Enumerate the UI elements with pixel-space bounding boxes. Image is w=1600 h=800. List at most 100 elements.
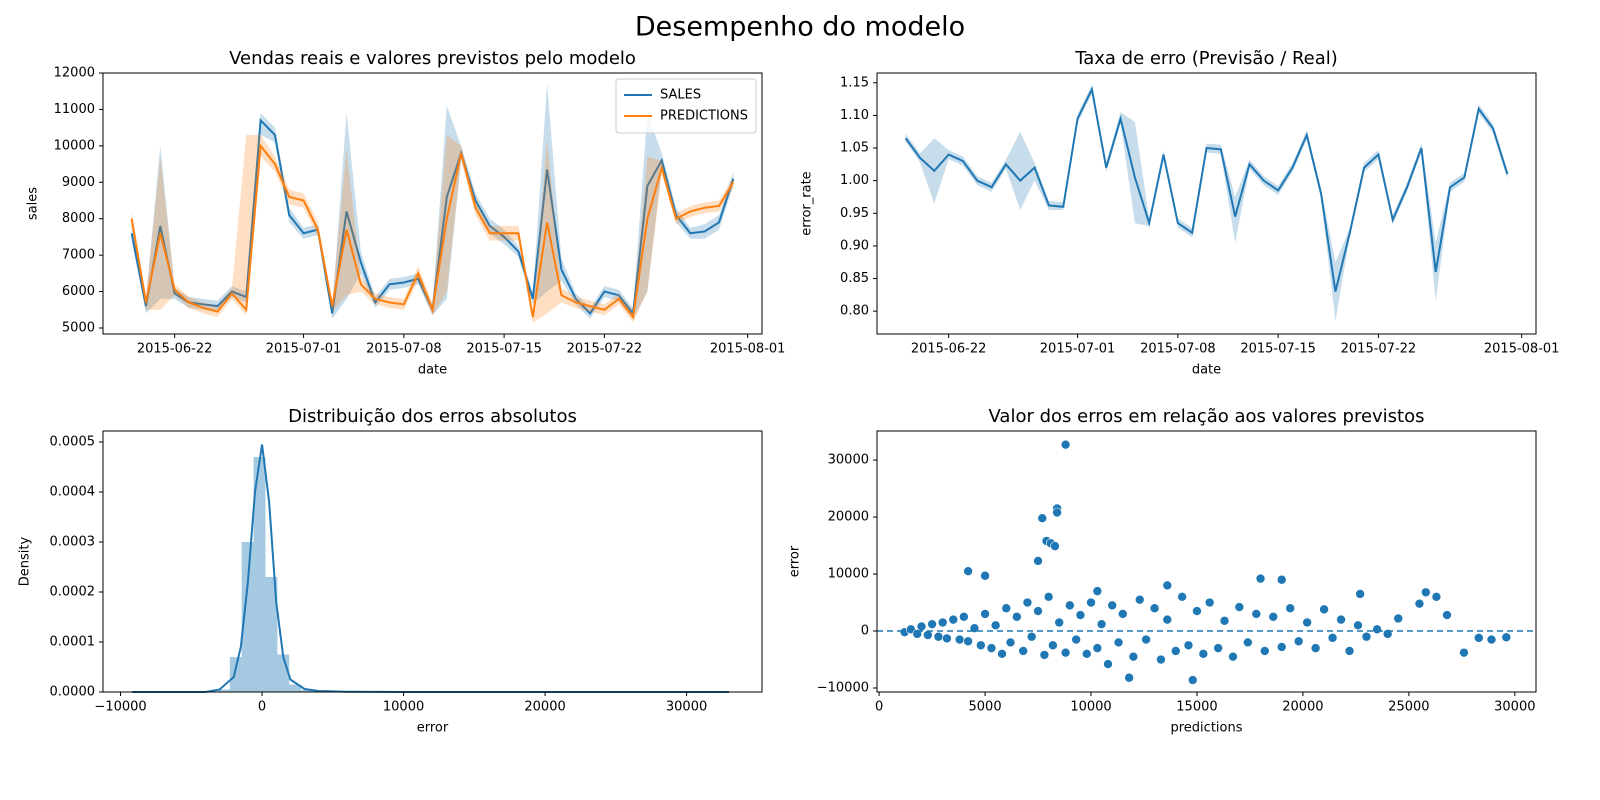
bar bbox=[277, 654, 290, 692]
point bbox=[1198, 649, 1209, 659]
plot-area bbox=[130, 83, 735, 323]
y-tick-label: 0.95 bbox=[840, 206, 869, 221]
confidence-band bbox=[131, 134, 734, 323]
point bbox=[980, 609, 990, 619]
point bbox=[1293, 636, 1304, 647]
y-tick-label: 5000 bbox=[62, 320, 95, 335]
y-tick-label: −10000 bbox=[817, 681, 869, 696]
point bbox=[1251, 609, 1262, 619]
point bbox=[1393, 613, 1404, 624]
y-tick-label: 0.0004 bbox=[50, 485, 96, 500]
x-tick-label: 0 bbox=[258, 700, 266, 715]
plot-area bbox=[877, 439, 1536, 685]
point bbox=[1012, 611, 1022, 622]
y-tick-label: 12000 bbox=[54, 66, 95, 81]
y-axis-label: error_rate bbox=[800, 171, 815, 235]
point bbox=[1001, 603, 1012, 614]
x-tick-label: 25000 bbox=[1388, 700, 1429, 715]
point bbox=[997, 649, 1007, 659]
point bbox=[1054, 617, 1065, 628]
x-tick-label: 0 bbox=[875, 700, 883, 715]
point bbox=[933, 631, 944, 642]
point bbox=[1259, 646, 1270, 656]
line bbox=[130, 143, 735, 320]
point bbox=[1048, 640, 1058, 651]
point bbox=[1037, 513, 1048, 523]
x-tick-label: 2015-07-08 bbox=[1140, 342, 1216, 357]
line bbox=[904, 86, 1509, 292]
point bbox=[1033, 606, 1043, 616]
y-tick-label: 0.80 bbox=[840, 304, 869, 319]
x-tick-label: 2015-08-01 bbox=[710, 342, 786, 357]
point bbox=[990, 620, 1001, 631]
y-tick-label: 10000 bbox=[54, 138, 95, 153]
point bbox=[1092, 643, 1103, 653]
y-tick-label: 11000 bbox=[54, 102, 95, 117]
point bbox=[1473, 633, 1484, 643]
density-curve bbox=[131, 444, 730, 693]
legend bbox=[615, 78, 757, 134]
point bbox=[1162, 614, 1173, 625]
x-tick-label: 2015-07-15 bbox=[1240, 342, 1316, 357]
x-tick-label: 15000 bbox=[1176, 700, 1217, 715]
point bbox=[1213, 643, 1223, 653]
x-tick-label: 2015-07-15 bbox=[466, 342, 542, 357]
point bbox=[1486, 634, 1497, 645]
point bbox=[1071, 634, 1081, 645]
point bbox=[1039, 650, 1050, 660]
point bbox=[1459, 647, 1469, 658]
point bbox=[1170, 646, 1181, 656]
point bbox=[1319, 604, 1329, 615]
x-tick-label: 10000 bbox=[383, 700, 424, 715]
x-tick-label: 2015-08-01 bbox=[1484, 342, 1560, 357]
x-tick-label: 30000 bbox=[666, 700, 707, 715]
y-tick-label: 0.0003 bbox=[50, 535, 96, 550]
bar bbox=[241, 542, 254, 692]
point bbox=[1255, 573, 1266, 584]
x-tick-label: 2015-07-01 bbox=[266, 342, 342, 357]
x-axis-label: date bbox=[418, 363, 447, 378]
point bbox=[1081, 649, 1092, 659]
point bbox=[1344, 646, 1355, 656]
point bbox=[916, 621, 927, 632]
figure-title: Desempenho do modelo bbox=[635, 12, 965, 43]
axes-title: Vendas reais e valores previstos pelo mo… bbox=[229, 48, 636, 69]
point bbox=[927, 619, 937, 629]
bar bbox=[289, 684, 302, 692]
point bbox=[1276, 574, 1287, 585]
y-tick-label: 1.15 bbox=[840, 75, 869, 90]
point bbox=[1414, 598, 1425, 609]
y-tick-label: 0.0001 bbox=[50, 635, 96, 650]
point bbox=[942, 633, 952, 644]
point bbox=[1372, 624, 1382, 635]
point bbox=[1052, 507, 1062, 518]
x-tick-label: 20000 bbox=[524, 700, 565, 715]
bar bbox=[217, 689, 230, 692]
x-tick-label: 2015-07-22 bbox=[567, 342, 643, 357]
plot-area bbox=[904, 84, 1509, 321]
x-tick-label: 2015-06-22 bbox=[911, 342, 987, 357]
point bbox=[1043, 592, 1054, 602]
point bbox=[1018, 646, 1029, 656]
point bbox=[1268, 611, 1279, 622]
y-tick-label: 20000 bbox=[828, 510, 869, 525]
point bbox=[1050, 541, 1060, 551]
point bbox=[1501, 632, 1512, 643]
point bbox=[937, 617, 948, 628]
point bbox=[923, 630, 933, 640]
point bbox=[963, 566, 973, 576]
point bbox=[1285, 603, 1295, 614]
x-axis-label: date bbox=[1192, 363, 1221, 378]
y-tick-label: 6000 bbox=[62, 284, 95, 299]
x-axis-label: predictions bbox=[1171, 721, 1243, 736]
point bbox=[1141, 634, 1151, 645]
y-tick-label: 1.00 bbox=[840, 173, 869, 188]
point bbox=[1431, 592, 1442, 602]
point bbox=[954, 634, 965, 645]
point bbox=[1276, 642, 1287, 652]
point bbox=[980, 570, 990, 581]
point bbox=[1162, 580, 1173, 591]
x-tick-label: 30000 bbox=[1494, 700, 1535, 715]
point bbox=[1096, 619, 1107, 629]
